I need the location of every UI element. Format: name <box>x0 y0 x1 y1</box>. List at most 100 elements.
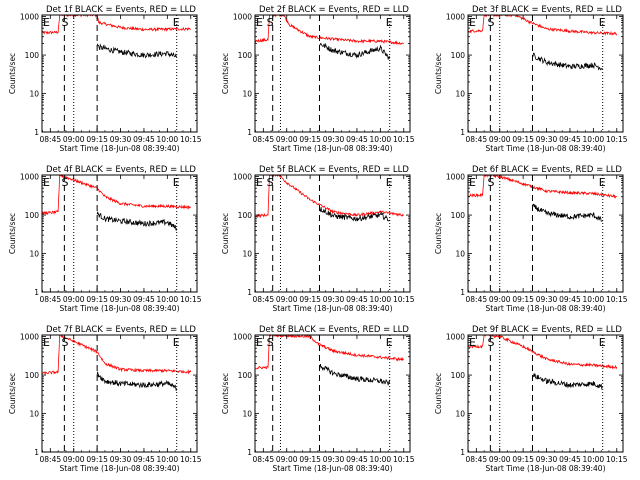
series-lld-line <box>255 15 404 46</box>
y-axis-label: Counts/sec <box>221 53 230 94</box>
x-axis-label: Start Time (18-Jun-08 08:39:40) <box>273 144 393 153</box>
x-tick-label: 09:45 <box>133 135 155 144</box>
x-tick-label: 08:45 <box>466 135 488 144</box>
end-marker-label: E <box>469 16 476 29</box>
x-tick-label: 09:30 <box>536 135 558 144</box>
x-tick-label: 09:00 <box>276 295 298 304</box>
x-tick-label: 08:45 <box>40 135 62 144</box>
x-tick-label: 09:30 <box>323 455 345 464</box>
y-tick-label: 1 <box>247 128 252 137</box>
start-marker-label: S <box>267 336 274 349</box>
series-events-line <box>96 211 178 231</box>
start-marker-label: S <box>487 176 494 189</box>
x-tick-label: 10:00 <box>157 295 179 304</box>
y-tick-label: 100 <box>25 211 40 220</box>
start-marker-label: S <box>61 16 68 29</box>
end-marker-label: E <box>469 176 476 189</box>
x-tick-label: 10:00 <box>157 455 179 464</box>
y-tick-label: 1000 <box>233 13 252 22</box>
x-tick-label: 10:15 <box>606 135 628 144</box>
end-marker-label: E <box>43 176 50 189</box>
x-axis-label: Start Time (18-Jun-08 08:39:40) <box>486 304 606 313</box>
y-tick-label: 100 <box>451 211 466 220</box>
plot-frame <box>254 334 411 453</box>
start-marker-label: S <box>267 176 274 189</box>
y-tick-label: 100 <box>238 211 253 220</box>
x-tick-label: 08:45 <box>40 455 62 464</box>
y-tick-label: 1000 <box>20 333 39 342</box>
x-tick-label: 10:00 <box>583 295 605 304</box>
y-tick-label: 1000 <box>446 333 465 342</box>
end-marker-label: E <box>256 16 263 29</box>
start-marker-label: S <box>61 336 68 349</box>
x-tick-label: 09:00 <box>276 135 298 144</box>
x-tick-label: 09:30 <box>110 135 132 144</box>
panel-title: Det 9f BLACK = Events, RED = LLD <box>472 325 622 335</box>
end-marker-label: E <box>173 336 180 349</box>
series-lld-line <box>42 335 192 375</box>
end-marker-label: E <box>43 16 50 29</box>
x-tick-label: 09:15 <box>86 295 108 304</box>
x-tick-label: 09:30 <box>536 455 558 464</box>
x-tick-label: 08:45 <box>253 135 275 144</box>
panel-title: Det 1f BLACK = Events, RED = LLD <box>46 5 196 15</box>
y-tick-label: 1000 <box>233 173 252 182</box>
end-marker-label: E <box>256 176 263 189</box>
y-tick-label: 100 <box>238 51 253 60</box>
end-marker-label: E <box>43 336 50 349</box>
series-lld-line <box>42 15 192 35</box>
panel-title: Det 4f BLACK = Events, RED = LLD <box>46 165 196 175</box>
x-tick-label: 09:45 <box>133 295 155 304</box>
x-axis-label: Start Time (18-Jun-08 08:39:40) <box>273 304 393 313</box>
start-marker-label: S <box>487 336 494 349</box>
end-marker-label: E <box>599 176 606 189</box>
y-tick-label: 10 <box>242 90 252 99</box>
x-tick-label: 09:15 <box>299 135 321 144</box>
plot-frame <box>254 174 411 293</box>
y-tick-label: 10 <box>29 410 39 419</box>
series-events-line <box>319 363 391 386</box>
series-lld-line <box>255 175 404 219</box>
x-tick-label: 10:00 <box>370 455 392 464</box>
x-axis-label: Start Time (18-Jun-08 08:39:40) <box>486 464 606 473</box>
x-tick-label: 08:45 <box>40 295 62 304</box>
x-tick-label: 09:15 <box>86 455 108 464</box>
series-lld-line <box>468 15 618 36</box>
y-tick-label: 1 <box>34 448 39 457</box>
series-lld-line <box>468 335 618 370</box>
plot-frame <box>41 174 198 293</box>
panel-title: Det 2f BLACK = Events, RED = LLD <box>259 5 409 15</box>
x-tick-label: 09:30 <box>110 295 132 304</box>
x-tick-label: 08:45 <box>466 295 488 304</box>
y-tick-label: 10 <box>455 250 465 259</box>
y-axis-label: Counts/sec <box>221 373 230 414</box>
panel-title: Det 3f BLACK = Events, RED = LLD <box>472 5 622 15</box>
y-tick-label: 1000 <box>446 173 465 182</box>
x-tick-label: 09:45 <box>559 295 581 304</box>
x-axis-label: Start Time (18-Jun-08 08:39:40) <box>486 144 606 153</box>
y-tick-label: 100 <box>451 51 466 60</box>
x-tick-label: 09:45 <box>559 135 581 144</box>
panel-title: Det 6f BLACK = Events, RED = LLD <box>472 165 622 175</box>
x-tick-label: 09:00 <box>489 295 511 304</box>
series-events-line <box>532 52 603 71</box>
x-tick-label: 10:00 <box>370 135 392 144</box>
y-axis-label: Counts/sec <box>221 213 230 254</box>
x-tick-label: 10:15 <box>393 135 415 144</box>
x-tick-label: 09:00 <box>63 135 85 144</box>
end-marker-label: E <box>386 16 393 29</box>
y-tick-label: 10 <box>242 250 252 259</box>
x-tick-label: 10:15 <box>606 455 628 464</box>
x-tick-label: 08:45 <box>466 455 488 464</box>
x-tick-label: 08:45 <box>253 295 275 304</box>
end-marker-label: E <box>599 336 606 349</box>
x-tick-label: 09:00 <box>276 455 298 464</box>
x-axis-label: Start Time (18-Jun-08 08:39:40) <box>273 464 393 473</box>
end-marker-label: E <box>386 336 393 349</box>
plot-frame <box>41 14 198 133</box>
